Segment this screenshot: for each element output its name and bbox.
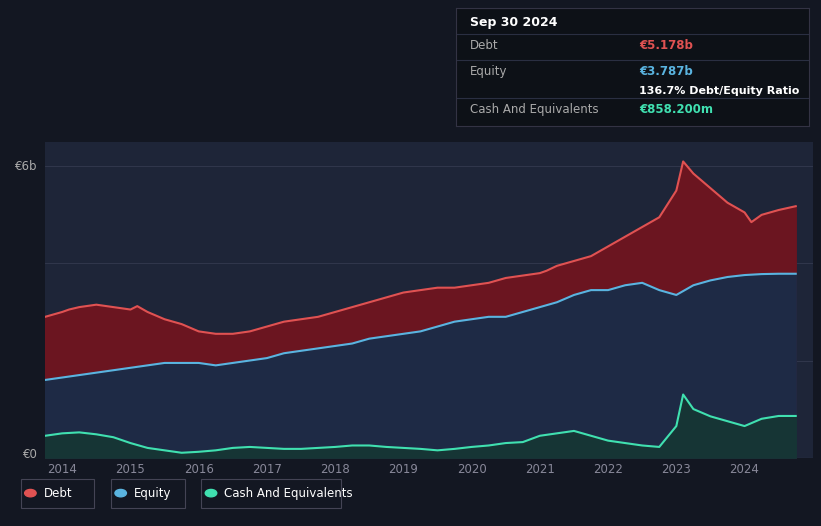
Text: €0: €0: [23, 448, 38, 461]
Text: Equity: Equity: [470, 65, 507, 78]
Text: €6b: €6b: [15, 160, 38, 173]
Text: Debt: Debt: [44, 487, 72, 500]
Text: €3.787b: €3.787b: [640, 65, 693, 78]
Text: Debt: Debt: [470, 39, 498, 52]
Text: 136.7% Debt/Equity Ratio: 136.7% Debt/Equity Ratio: [640, 86, 800, 96]
Text: Sep 30 2024: Sep 30 2024: [470, 16, 557, 29]
Text: Cash And Equivalents: Cash And Equivalents: [470, 103, 599, 116]
Text: €5.178b: €5.178b: [640, 39, 693, 52]
Text: Equity: Equity: [134, 487, 172, 500]
Text: Cash And Equivalents: Cash And Equivalents: [224, 487, 353, 500]
Text: €858.200m: €858.200m: [640, 103, 713, 116]
